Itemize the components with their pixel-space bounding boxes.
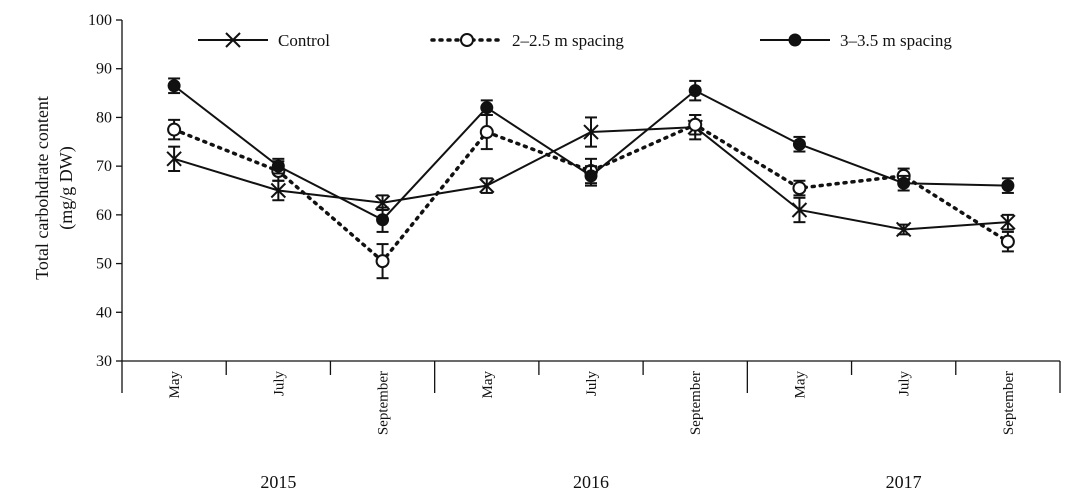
series-layer	[166, 77, 1016, 280]
year-group-label: 2015	[260, 472, 296, 492]
x-tick-label: July	[271, 371, 287, 397]
y-axis-label: Total carbohdrate content	[32, 96, 52, 280]
x-tick-label: May	[792, 371, 808, 399]
x-tick-label: May	[480, 371, 496, 399]
x-tick-label: July	[584, 371, 600, 397]
x-tick-label: September	[376, 371, 392, 435]
x-tick-label: September	[1001, 371, 1017, 435]
legend-marker	[225, 32, 241, 48]
legend-marker	[460, 33, 474, 47]
data-point	[167, 79, 181, 93]
y-tick-label: 40	[96, 304, 112, 321]
data-point	[1000, 214, 1016, 230]
data-point	[1001, 179, 1015, 193]
data-point	[271, 159, 285, 173]
y-tick-label: 70	[96, 158, 112, 175]
legend-item-2: 2–2.5 m spacing	[430, 31, 624, 50]
data-point	[895, 221, 912, 238]
legend-item-1: Control	[198, 31, 330, 50]
series-3	[167, 77, 1015, 233]
data-point	[583, 124, 599, 140]
chart-axes: 30 40 50 60 70 80 90 100 May July September May July…	[88, 12, 1061, 492]
y-tick-label: 90	[96, 61, 112, 78]
y-tick-label: 30	[96, 353, 112, 370]
data-point	[375, 254, 390, 269]
data-point	[688, 84, 702, 98]
data-point	[688, 117, 703, 132]
legend-label: 3–3.5 m spacing	[840, 31, 952, 50]
data-point	[1000, 234, 1015, 249]
data-point	[376, 213, 390, 227]
x-tick-label: July	[897, 371, 913, 397]
data-point	[167, 122, 182, 137]
series-line	[173, 84, 1008, 221]
x-tick-label: May	[167, 371, 183, 399]
data-point	[479, 125, 494, 140]
legend-label: Control	[278, 31, 330, 50]
y-tick-label: 80	[96, 109, 112, 126]
data-point	[480, 101, 494, 115]
y-tick-label: 60	[96, 207, 112, 224]
data-point	[166, 151, 182, 167]
data-point	[270, 182, 287, 199]
data-point	[792, 137, 806, 151]
legend-item-3: 3–3.5 m spacing	[760, 31, 952, 50]
data-point	[792, 181, 807, 196]
year-group-label: 2016	[573, 472, 609, 492]
data-point	[584, 169, 598, 183]
year-group-label: 2017	[886, 472, 922, 492]
y-axis-unit-label: (mg/g DW)	[56, 146, 77, 229]
legend-label: 2–2.5 m spacing	[512, 31, 624, 50]
y-tick-label: 50	[96, 256, 112, 273]
data-point	[897, 176, 911, 190]
data-point	[479, 177, 495, 194]
legend-marker	[788, 33, 802, 47]
x-tick-label: September	[688, 371, 704, 435]
data-point	[791, 202, 808, 218]
legend: Control 2–2.5 m spacing 3–3.5 m spacing	[198, 31, 952, 50]
y-tick-label: 100	[88, 12, 112, 29]
